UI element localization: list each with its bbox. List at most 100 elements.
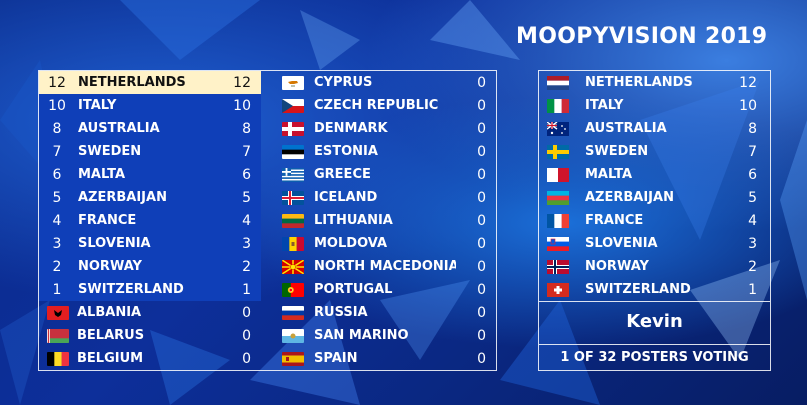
- estonia-flag-icon: [282, 144, 304, 159]
- country-name: NETHERLANDS: [78, 75, 186, 90]
- voter-vote-list: NETHERLANDS 12 ITALY 10 AUSTRALIA 8 SWEDEN 7 MAL…: [539, 71, 770, 301]
- country-name: ICELAND: [314, 190, 378, 205]
- country-score: 6: [242, 166, 251, 183]
- country-score: 0: [477, 189, 486, 206]
- belarus-flag-icon: [47, 328, 69, 343]
- divider: [539, 344, 770, 345]
- scoreboard-row: ALBANIA 0: [39, 301, 261, 324]
- country-name: PORTUGAL: [314, 282, 393, 297]
- country-score: 0: [477, 74, 486, 91]
- belgium-flag-icon: [47, 351, 69, 366]
- azerbaijan-flag-icon: [547, 190, 569, 205]
- country-score: 7: [242, 143, 251, 160]
- country-score: 0: [477, 97, 486, 114]
- country-score: 0: [477, 304, 486, 321]
- rank-label: 7: [52, 143, 62, 160]
- country-score: 3: [242, 235, 251, 252]
- country-name: NORWAY: [78, 259, 142, 274]
- vote-row: SLOVENIA 3: [539, 232, 770, 255]
- country-score: 0: [477, 166, 486, 183]
- country-name: ITALY: [78, 98, 117, 113]
- country-score: 0: [477, 235, 486, 252]
- country-name: ALBANIA: [77, 305, 142, 320]
- czech-republic-flag-icon: [282, 98, 304, 113]
- country-name: SLOVENIA: [78, 236, 151, 251]
- vote-row: ITALY 10: [539, 94, 770, 117]
- scoreboard-row: CYPRUS 0: [274, 71, 496, 94]
- scoreboard-row: 6 MALTA 6: [39, 163, 261, 186]
- rank-label: 4: [52, 212, 62, 229]
- country-score: 0: [242, 350, 251, 367]
- country-name: SWEDEN: [585, 144, 649, 159]
- country-name: CZECH REPUBLIC: [314, 98, 439, 113]
- country-name: AZERBAIJAN: [78, 190, 167, 205]
- country-name: DENMARK: [314, 121, 388, 136]
- vote-row: AZERBAIJAN 5: [539, 186, 770, 209]
- australia-flag-icon: [547, 121, 569, 136]
- divider: [539, 301, 770, 302]
- italy-flag-icon: [547, 98, 569, 113]
- vote-row: SWEDEN 7: [539, 140, 770, 163]
- scoreboard-column-left: 12 NETHERLANDS 12 10 ITALY 10 8 AUSTRALIA 8 7 SWED…: [39, 71, 261, 370]
- vote-points: 10: [739, 97, 757, 114]
- portugal-flag-icon: [282, 282, 304, 297]
- france-flag-icon: [547, 213, 569, 228]
- scoreboard-row: SAN MARINO 0: [274, 324, 496, 347]
- scoreboard-row: ESTONIA 0: [274, 140, 496, 163]
- vote-row: NETHERLANDS 12: [539, 71, 770, 94]
- country-name: NETHERLANDS: [585, 75, 693, 90]
- rank-label: 1: [52, 281, 62, 298]
- scoreboard-row: 7 SWEDEN 7: [39, 140, 261, 163]
- netherlands-flag-icon: [547, 75, 569, 90]
- scoreboard-row: 4 FRANCE 4: [39, 209, 261, 232]
- country-name: MALTA: [585, 167, 633, 182]
- scoreboard-row: 3 SLOVENIA 3: [39, 232, 261, 255]
- country-name: SAN MARINO: [314, 328, 409, 343]
- country-name: FRANCE: [78, 213, 137, 228]
- scoreboard-row: 5 AZERBAIJAN 5: [39, 186, 261, 209]
- rank-label: 12: [48, 74, 66, 91]
- country-name: MALTA: [78, 167, 126, 182]
- country-score: 2: [242, 258, 251, 275]
- country-score: 0: [477, 258, 486, 275]
- vote-row: NORWAY 2: [539, 255, 770, 278]
- sweden-flag-icon: [547, 144, 569, 159]
- country-score: 0: [242, 304, 251, 321]
- scoreboard-row: 2 NORWAY 2: [39, 255, 261, 278]
- country-name: GREECE: [314, 167, 371, 182]
- country-name: AUSTRALIA: [78, 121, 160, 136]
- country-name: RUSSIA: [314, 305, 368, 320]
- san-marino-flag-icon: [282, 328, 304, 343]
- voting-status: 1 OF 32 POSTERS VOTING: [560, 350, 749, 365]
- moldova-flag-icon: [282, 236, 304, 251]
- iceland-flag-icon: [282, 190, 304, 205]
- slovenia-flag-icon: [547, 236, 569, 251]
- vote-points: 6: [748, 166, 757, 183]
- scoreboard-row: 10 ITALY 10: [39, 94, 261, 117]
- country-score: 0: [477, 120, 486, 137]
- russia-flag-icon: [282, 305, 304, 320]
- country-name: SWITZERLAND: [78, 282, 184, 297]
- rank-label: 6: [52, 166, 62, 183]
- albania-flag-icon: [47, 305, 69, 320]
- country-name: FRANCE: [585, 213, 644, 228]
- scoreboard-row: 8 AUSTRALIA 8: [39, 117, 261, 140]
- vote-points: 1: [748, 281, 757, 298]
- vote-row: MALTA 6: [539, 163, 770, 186]
- country-score: 0: [477, 281, 486, 298]
- scoreboard-row: RUSSIA 0: [274, 301, 496, 324]
- rank-label: 3: [52, 235, 62, 252]
- rank-label: 5: [52, 189, 62, 206]
- country-name: ITALY: [585, 98, 624, 113]
- scoreboard-row: BELGIUM 0: [39, 347, 261, 370]
- country-name: ESTONIA: [314, 144, 378, 159]
- vote-row: FRANCE 4: [539, 209, 770, 232]
- vote-row: AUSTRALIA 8: [539, 117, 770, 140]
- country-score: 10: [233, 97, 251, 114]
- vote-points: 4: [748, 212, 757, 229]
- country-score: 0: [477, 212, 486, 229]
- scoreboard-row: 12 NETHERLANDS 12: [39, 71, 261, 94]
- vote-points: 3: [748, 235, 757, 252]
- country-score: 4: [242, 212, 251, 229]
- north-macedonia-flag-icon: [282, 259, 304, 274]
